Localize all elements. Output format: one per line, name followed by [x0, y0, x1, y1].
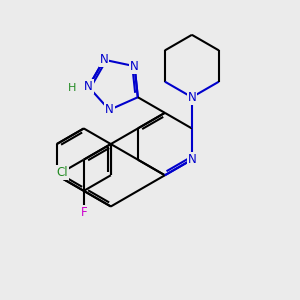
Text: N: N: [188, 153, 196, 166]
Text: H: H: [68, 83, 76, 94]
Text: Cl: Cl: [56, 166, 68, 178]
Text: N: N: [130, 60, 139, 73]
Text: N: N: [84, 80, 93, 93]
Text: N: N: [100, 53, 108, 66]
Text: N: N: [105, 103, 114, 116]
Text: N: N: [188, 91, 196, 104]
Text: F: F: [80, 206, 87, 219]
